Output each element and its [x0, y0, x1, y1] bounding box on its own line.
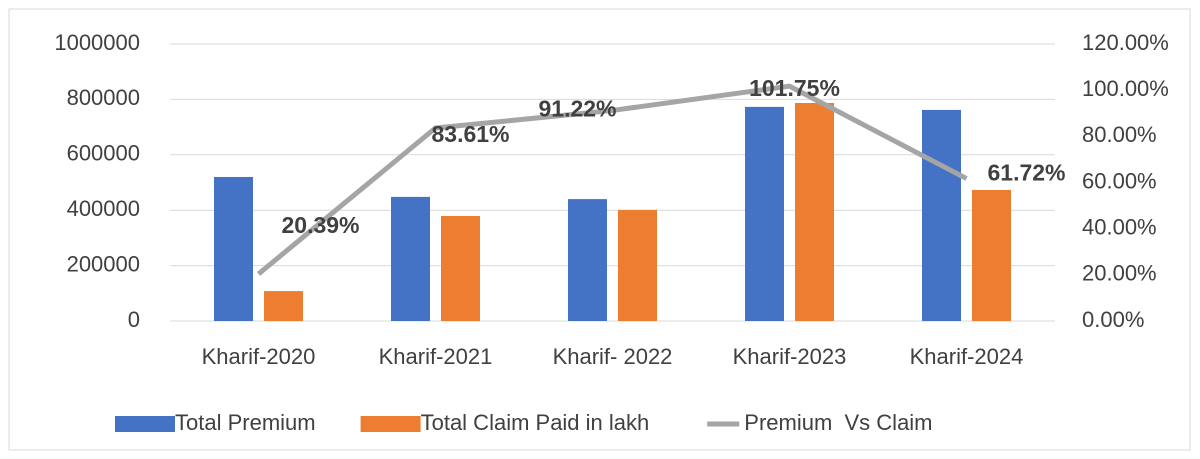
- bar: [618, 209, 657, 321]
- y-tick-label: 800000: [67, 85, 140, 110]
- bar: [391, 196, 430, 321]
- y-tick-label: 200000: [67, 251, 140, 276]
- data-label: 20.39%: [281, 212, 359, 238]
- y2-tick-label: 60.00%: [1082, 168, 1157, 193]
- y2-tick-label: 40.00%: [1082, 214, 1157, 239]
- data-label: 91.22%: [538, 96, 616, 122]
- y-tick-label: 0: [128, 307, 140, 332]
- legend-label: Total Premium: [175, 410, 316, 435]
- legend-label: Total Claim Paid in lakh: [421, 410, 650, 435]
- y2-tick-label: 0.00%: [1082, 307, 1144, 332]
- bar: [264, 291, 303, 321]
- data-label: 61.72%: [987, 160, 1065, 186]
- y-tick-label: 400000: [67, 196, 140, 221]
- line: [256, 83, 968, 276]
- x-tick-label: Kharif-2023: [733, 344, 847, 369]
- bar: [568, 199, 607, 321]
- x-tick-label: Kharif-2021: [379, 344, 493, 369]
- data-label: 101.75%: [749, 75, 840, 101]
- y2-tick-label: 100.00%: [1082, 76, 1169, 101]
- x-tick-label: Kharif- 2022: [553, 344, 673, 369]
- data-label: 83.61%: [431, 121, 509, 147]
- x-tick-label: Kharif-2024: [910, 344, 1024, 369]
- y-tick-label: 600000: [67, 141, 140, 166]
- x-tick-label: Kharif-2020: [202, 344, 316, 369]
- bar: [795, 103, 834, 321]
- bar: [972, 189, 1011, 321]
- y2-tick-label: 20.00%: [1082, 261, 1157, 286]
- y2-tick-label: 80.00%: [1082, 122, 1157, 147]
- y2-tick-label: 120.00%: [1082, 30, 1169, 55]
- legend-swatch: [115, 416, 175, 432]
- bar: [922, 109, 961, 322]
- bar: [214, 176, 253, 321]
- y-tick-label: 1000000: [54, 30, 140, 55]
- bar: [745, 106, 784, 321]
- bar: [441, 216, 480, 321]
- legend-swatch: [360, 416, 421, 432]
- legend-label: Premium Vs Claim: [744, 410, 932, 435]
